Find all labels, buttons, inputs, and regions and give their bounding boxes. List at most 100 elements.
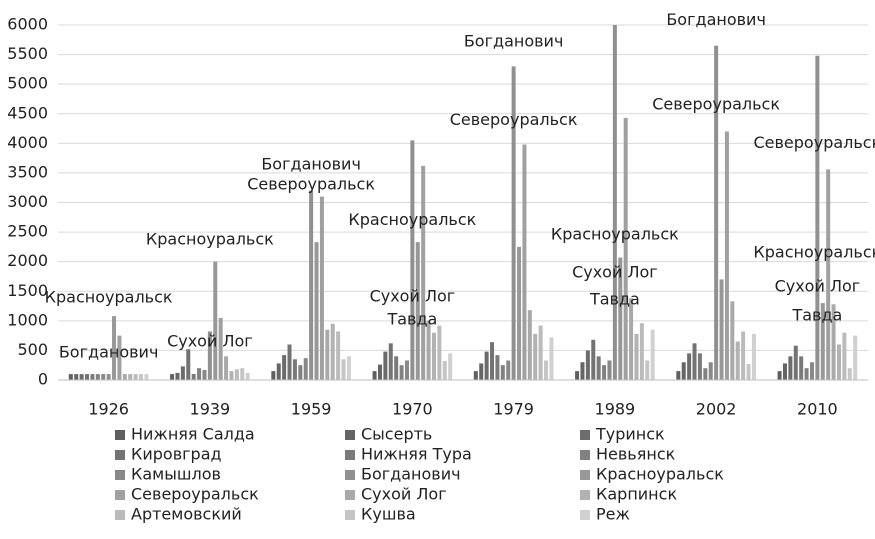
x-tick-label: 2010: [797, 400, 838, 419]
legend-label: Североуральск: [131, 485, 259, 504]
annotation: Сухой Лог: [167, 332, 253, 351]
legend-swatch: [345, 470, 355, 480]
bar: [730, 301, 735, 380]
bar: [276, 363, 281, 380]
bar: [804, 368, 809, 380]
legend-swatch: [580, 450, 590, 460]
bar: [687, 353, 692, 380]
annotation: Богданович: [464, 32, 564, 51]
legend-swatch: [580, 490, 590, 500]
bar: [612, 25, 617, 380]
bar: [224, 356, 229, 380]
bar: [95, 374, 100, 380]
bar: [377, 364, 382, 380]
x-tick-label: 1926: [88, 400, 129, 419]
bar: [533, 333, 538, 380]
bar: [793, 345, 798, 380]
bar: [650, 329, 655, 380]
annotation: Сухой Лог: [572, 262, 658, 281]
bar: [703, 368, 708, 380]
legend-label: Сысерть: [361, 425, 432, 444]
bar: [676, 371, 681, 380]
bar: [175, 372, 180, 380]
bar: [133, 374, 138, 380]
y-tick-label: 1500: [7, 281, 48, 300]
bar: [473, 371, 478, 380]
bar: [68, 374, 73, 380]
legend-label: Кировград: [131, 445, 222, 464]
bar: [372, 371, 377, 380]
bar: [479, 363, 484, 380]
bar: [639, 323, 644, 380]
bar: [319, 196, 324, 380]
annotation: Североуральск: [247, 174, 375, 193]
bar: [724, 131, 729, 380]
legend-swatch: [115, 430, 125, 440]
bar: [309, 190, 314, 380]
legend-label: Кушва: [361, 505, 416, 524]
bar: [186, 349, 191, 380]
bar: [341, 359, 346, 380]
bar: [719, 279, 724, 380]
bar: [426, 320, 431, 380]
bar: [207, 331, 212, 380]
bar: [399, 365, 404, 380]
bar: [527, 310, 532, 380]
y-tick-label: 1000: [7, 310, 48, 329]
legend-label: Туринск: [595, 425, 665, 444]
bar: [490, 342, 495, 380]
bar: [820, 303, 825, 380]
x-tick-label: 1939: [190, 400, 231, 419]
bar: [596, 356, 601, 380]
bar: [708, 362, 713, 380]
bar: [394, 356, 399, 380]
bar: [511, 66, 516, 381]
y-tick-label: 3500: [7, 162, 48, 181]
bar: [645, 360, 650, 380]
legend-swatch: [115, 490, 125, 500]
bar: [836, 344, 841, 380]
y-tick-label: 5500: [7, 44, 48, 63]
bar: [692, 343, 697, 380]
bar: [735, 341, 740, 380]
bar: [74, 374, 79, 380]
legend-swatch: [115, 470, 125, 480]
bar: [388, 343, 393, 380]
bar: [197, 368, 202, 380]
annotation: Североуральск: [652, 94, 780, 113]
bar: [122, 374, 127, 380]
bar: [799, 356, 804, 380]
annotation: Богданович: [261, 155, 361, 174]
bar: [500, 365, 505, 380]
x-tick-label: 1959: [291, 400, 332, 419]
bar: [202, 369, 207, 380]
bar: [85, 374, 90, 380]
legend-swatch: [345, 450, 355, 460]
bar: [437, 325, 442, 380]
bar: [538, 325, 543, 380]
bar: [544, 360, 549, 380]
bar: [602, 365, 607, 380]
bar: [506, 360, 511, 380]
bar: [484, 351, 489, 380]
bar: [853, 335, 858, 380]
bar: [431, 332, 436, 380]
x-tick-label: 2002: [696, 400, 737, 419]
bar: [842, 332, 847, 380]
annotation: Североуральск: [450, 110, 578, 129]
bar: [549, 337, 554, 380]
bar: [697, 353, 702, 380]
legend-label: Невьянск: [596, 445, 676, 464]
bar: [404, 360, 409, 380]
bar: [809, 362, 814, 380]
bar: [782, 363, 787, 380]
bar: [448, 353, 453, 380]
bar: [79, 374, 84, 380]
bar: [240, 368, 245, 380]
bar: [591, 339, 596, 380]
bar: [421, 165, 426, 380]
bar: [383, 351, 388, 380]
legend-label: Красноуральск: [596, 465, 724, 484]
annotation: Североуральск: [753, 133, 875, 152]
annotation: Красноуральск: [146, 229, 274, 248]
